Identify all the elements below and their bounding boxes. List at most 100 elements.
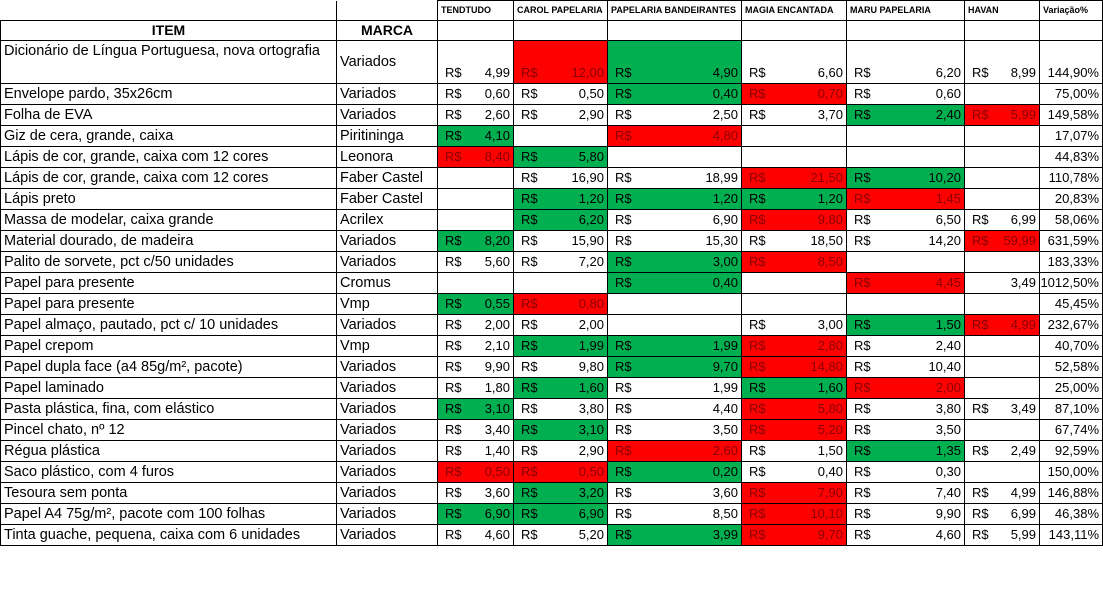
price-cell: R$ 0,50	[513, 461, 608, 483]
currency-symbol: R$	[972, 233, 989, 248]
currency-symbol: R$	[521, 506, 538, 521]
currency-symbol: R$	[854, 65, 871, 80]
price-cell: R$ 8,50	[741, 251, 847, 273]
store-header: HAVAN	[964, 0, 1040, 21]
price-value: 3,99	[712, 527, 738, 542]
price-value: 0,40	[712, 275, 738, 290]
item-name-cell: Papel para presente	[0, 272, 337, 294]
price-cell: R$ 9,90	[846, 503, 965, 525]
brand-cell: Variados	[336, 482, 438, 504]
currency-symbol: R$	[972, 317, 989, 332]
price-cell: R$ 3,49	[964, 398, 1040, 420]
price-cell: R$ 3,10	[437, 398, 514, 420]
currency-symbol: R$	[615, 107, 632, 122]
table-row: Massa de modelar, caixa grande Acrilex R$ 6…	[0, 209, 1103, 231]
currency-symbol: R$	[615, 170, 632, 185]
variacao-header: Variação%	[1039, 0, 1103, 21]
price-value: 12,00	[571, 65, 604, 80]
price-cell: R$ 2,40	[846, 104, 965, 126]
currency-symbol: R$	[972, 65, 989, 80]
price-cell: R$ 6,20	[846, 40, 965, 84]
item-name-cell: Papel crepom	[0, 335, 337, 357]
price-cell: R$ 8,20	[437, 230, 514, 252]
currency-symbol: R$	[445, 464, 462, 479]
currency-symbol: R$	[854, 443, 871, 458]
price-cell: R$ 1,60	[513, 377, 608, 399]
price-cell: R$ 6,90	[513, 503, 608, 525]
price-cell	[964, 419, 1040, 441]
price-value: 6,60	[817, 65, 843, 80]
price-value: 0,40	[712, 86, 738, 101]
header-spacer	[1039, 20, 1103, 41]
currency-symbol: R$	[854, 401, 871, 416]
currency-symbol: R$	[749, 170, 766, 185]
brand-cell: Acrilex	[336, 209, 438, 231]
price-value: 1,60	[817, 380, 843, 395]
price-value: 1,50	[935, 317, 961, 332]
price-value: 8,20	[484, 233, 510, 248]
table-row: Papel para presente Cromus R$ 0,40 R$ 4,45 3,4…	[0, 272, 1103, 294]
price-cell: R$ 1,20	[741, 188, 847, 210]
header-blank	[0, 0, 337, 21]
currency-symbol: R$	[521, 149, 538, 164]
currency-symbol: R$	[749, 233, 766, 248]
price-value: 59,99	[1003, 233, 1036, 248]
price-cell	[964, 83, 1040, 105]
variation-cell: 92,59%	[1039, 440, 1103, 462]
price-value: 7,40	[935, 485, 961, 500]
price-cell: R$ 5,60	[437, 251, 514, 273]
item-name-cell: Tesoura sem ponta	[0, 482, 337, 504]
price-value: 1,99	[578, 338, 604, 353]
brand-cell: Variados	[336, 251, 438, 273]
brand-cell: Variados	[336, 461, 438, 483]
currency-symbol: R$	[445, 233, 462, 248]
brand-cell: Variados	[336, 503, 438, 525]
currency-symbol: R$	[854, 527, 871, 542]
price-cell: R$ 7,40	[846, 482, 965, 504]
variation-cell: 45,45%	[1039, 293, 1103, 315]
currency-symbol: R$	[615, 401, 632, 416]
price-cell: R$ 4,99	[964, 482, 1040, 504]
price-value: 2,10	[484, 338, 510, 353]
column-header-row: ITEM MARCA	[0, 20, 1103, 41]
price-value: 21,50	[810, 170, 843, 185]
item-name-cell: Giz de cera, grande, caixa	[0, 125, 337, 147]
currency-symbol: R$	[615, 233, 632, 248]
item-name-cell: Saco plástico, com 4 furos	[0, 461, 337, 483]
currency-symbol: R$	[749, 86, 766, 101]
price-value: 1,50	[817, 443, 843, 458]
price-value: 14,20	[928, 233, 961, 248]
price-value: 5,20	[578, 527, 604, 542]
price-cell: R$ 9,80	[741, 209, 847, 231]
currency-symbol: R$	[445, 380, 462, 395]
price-value: 3,10	[578, 422, 604, 437]
price-cell: R$ 3,40	[437, 419, 514, 441]
price-cell: R$ 6,50	[846, 209, 965, 231]
currency-symbol: R$	[854, 464, 871, 479]
price-value: 4,90	[712, 65, 738, 80]
price-cell: R$ 3,80	[846, 398, 965, 420]
currency-symbol: R$	[521, 485, 538, 500]
currency-symbol: R$	[615, 527, 632, 542]
price-value: 7,20	[578, 254, 604, 269]
price-cell: R$ 3,20	[513, 482, 608, 504]
price-value: 8,99	[1010, 65, 1036, 80]
price-value: 6,50	[935, 212, 961, 227]
price-cell: R$ 1,80	[437, 377, 514, 399]
table-row: Palito de sorvete, pct c/50 unidades Vari…	[0, 251, 1103, 273]
currency-symbol: R$	[615, 422, 632, 437]
price-cell: R$ 4,99	[964, 314, 1040, 336]
price-cell	[846, 125, 965, 147]
currency-symbol: R$	[521, 170, 538, 185]
item-column-header: ITEM	[0, 20, 337, 41]
price-value: 9,90	[484, 359, 510, 374]
currency-symbol: R$	[445, 317, 462, 332]
currency-symbol: R$	[749, 380, 766, 395]
price-cell: R$ 8,50	[607, 503, 742, 525]
price-value: 3,40	[484, 422, 510, 437]
currency-symbol: R$	[521, 254, 538, 269]
table-row: Lápis de cor, grande, caixa com 12 cores…	[0, 146, 1103, 168]
variation-cell: 17,07%	[1039, 125, 1103, 147]
price-value: 6,99	[1010, 506, 1036, 521]
price-value: 4,10	[484, 128, 510, 143]
